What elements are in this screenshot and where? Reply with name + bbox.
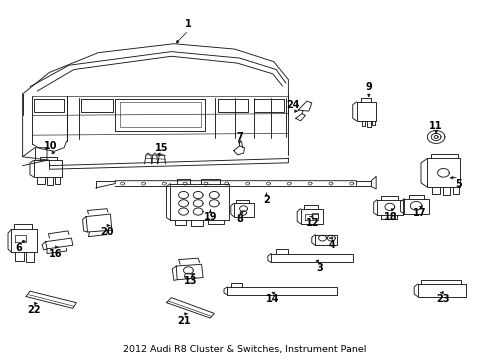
Text: 15: 15 (155, 143, 168, 153)
Text: 14: 14 (265, 294, 279, 304)
Text: 2012 Audi R8 Cluster & Switches, Instrument Panel: 2012 Audi R8 Cluster & Switches, Instrum… (122, 345, 366, 354)
Text: 4: 4 (328, 239, 335, 249)
Text: 11: 11 (428, 121, 442, 131)
Text: 5: 5 (455, 179, 462, 189)
Text: 21: 21 (177, 316, 190, 325)
Text: 7: 7 (236, 132, 243, 142)
Text: 8: 8 (236, 215, 243, 224)
Text: 3: 3 (316, 263, 323, 273)
Text: 19: 19 (203, 212, 217, 221)
Text: 12: 12 (305, 218, 319, 228)
Text: 16: 16 (48, 248, 62, 258)
Text: 23: 23 (436, 294, 449, 304)
Text: 10: 10 (43, 141, 57, 151)
Text: 17: 17 (412, 208, 426, 218)
Text: 6: 6 (16, 243, 22, 253)
Text: 20: 20 (100, 227, 114, 237)
Text: 13: 13 (184, 276, 197, 286)
Text: 9: 9 (365, 82, 371, 92)
Text: 1: 1 (184, 19, 191, 29)
Text: 24: 24 (286, 100, 300, 110)
Text: 22: 22 (27, 305, 41, 315)
Text: 2: 2 (263, 195, 269, 205)
Text: 18: 18 (383, 212, 397, 221)
